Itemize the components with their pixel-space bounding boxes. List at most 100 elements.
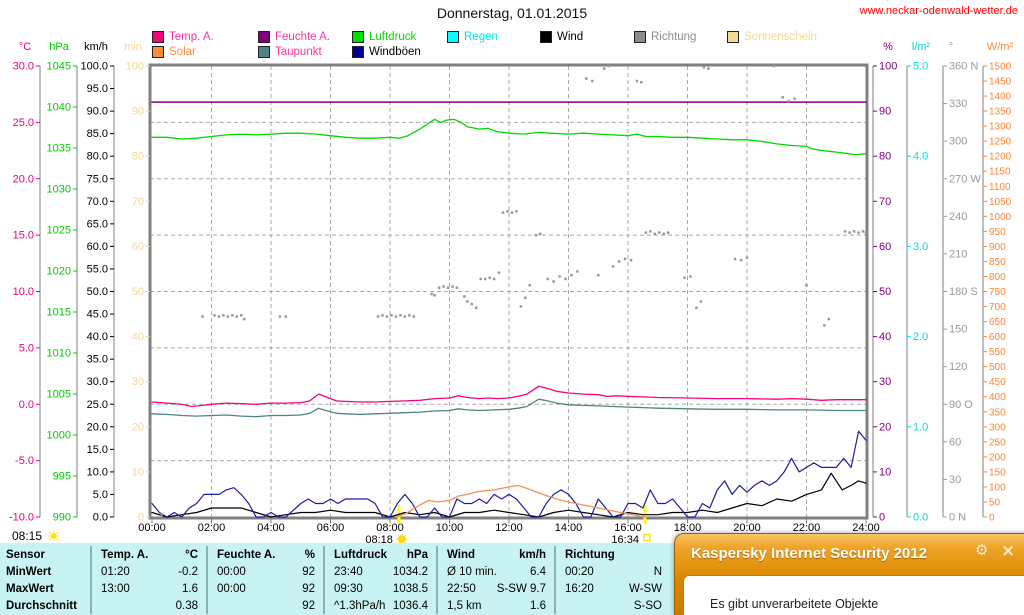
table-col-unit: °C xyxy=(185,548,198,561)
table-col-unit: hPa xyxy=(406,548,428,561)
series-point-richtung xyxy=(284,315,288,318)
series-point-richtung xyxy=(519,305,523,308)
axis-tick-label: 100 xyxy=(879,61,897,73)
table-cell-value: 6.4 xyxy=(530,565,546,578)
axis-tick-label: 40 xyxy=(879,331,891,343)
axis-tick-label: 0 xyxy=(989,513,995,524)
series-point-richtung xyxy=(466,300,469,303)
axis-tick-label: 1300 xyxy=(989,122,1012,133)
series-point-richtung xyxy=(475,306,478,310)
table-group-wind: 1,5 km 1.6 xyxy=(436,597,554,614)
series-point-richtung xyxy=(707,67,710,70)
axis-tick-label: 210 xyxy=(949,248,967,260)
series-point-richtung xyxy=(657,231,661,234)
table-col-header: Feuchte A. xyxy=(217,548,276,561)
axis-tick-label: 1400 xyxy=(989,92,1012,103)
axis-tick-label: 1005 xyxy=(47,389,71,401)
axis-tick-label: 45.0 xyxy=(87,309,108,321)
table-cell-value: 1.6 xyxy=(182,582,198,595)
series-point-richtung xyxy=(399,314,402,317)
table-row-label: MinWert xyxy=(6,565,52,578)
series-point-richtung xyxy=(506,210,509,213)
series-point-richtung xyxy=(617,260,621,263)
x-tick-label: 22:00 xyxy=(793,522,821,534)
table-row-label: MaxWert xyxy=(6,582,54,595)
series-point-richtung xyxy=(376,315,380,318)
axis-tick-label: 950 xyxy=(989,227,1006,238)
table-group-wind: Ø 10 min. 6.4 xyxy=(436,563,554,580)
current-time-text: 08:15 xyxy=(12,529,43,543)
axis-tick-label: 1000 xyxy=(989,212,1012,223)
axis-tick-label: 30 xyxy=(949,474,961,486)
axis-tick-label: 100 xyxy=(989,482,1006,493)
table-cell-value: 92 xyxy=(302,599,315,612)
axis-tick-label: 0 N xyxy=(949,512,966,524)
series-point-richtung xyxy=(564,277,567,281)
series-point-richtung xyxy=(483,277,487,281)
legend-label: Regen xyxy=(464,31,498,43)
legend-label: Windböen xyxy=(369,46,421,58)
gear-icon[interactable]: ⚙ xyxy=(975,541,989,559)
axis-tick-label: 90.0 xyxy=(87,106,108,118)
legend-item-wind: Wind xyxy=(540,31,583,43)
x-tick-label: 18:00 xyxy=(674,522,702,534)
axis-tick-label: 700 xyxy=(989,302,1006,313)
table-cell-value: 1038.5 xyxy=(392,582,428,595)
axis-tick-label: 15.0 xyxy=(87,444,108,456)
close-icon[interactable]: × xyxy=(1001,541,1016,561)
axis-tick-label: 0 xyxy=(879,512,885,524)
axis-tick-label: 70 xyxy=(132,196,144,208)
table-group-luftdruck: Luftdruck hPa xyxy=(323,546,436,563)
axis-tick-label: 900 xyxy=(989,242,1006,253)
sun-ray xyxy=(397,534,400,537)
series-line-solar xyxy=(395,484,647,518)
series-point-richtung xyxy=(689,275,692,278)
series-point-richtung xyxy=(629,258,633,262)
table-row: MinWert 01:20 -0.2 00:00 92 23:40 1034.2 Ø 10 m… xyxy=(0,563,678,580)
legend-swatch xyxy=(540,31,552,43)
table-cell-value: N xyxy=(653,565,662,578)
legend-item-richtung: Richtung xyxy=(634,31,696,43)
table-cell-time: 00:00 xyxy=(217,565,246,578)
table-col-header: Luftdruck xyxy=(334,548,388,561)
series-point-richtung xyxy=(552,280,555,283)
series-line-luftdruck xyxy=(151,118,867,156)
table-cell-time: 22:50 xyxy=(447,582,476,595)
axis-unit-: ° xyxy=(949,41,953,53)
table-group-wind: Wind km/h xyxy=(436,546,554,563)
series-point-richtung xyxy=(488,276,491,279)
page-title: Donnerstag, 01.01.2015 xyxy=(436,5,588,21)
axis-tick-label: 3.0 xyxy=(913,241,928,253)
axis-tick-label: 990 xyxy=(53,512,71,524)
table-cell-value: 92 xyxy=(302,582,315,595)
axis-unit-: % xyxy=(883,41,893,53)
sunset-label: 16:34 xyxy=(611,534,639,545)
axis-tick-label: 1025 xyxy=(47,225,71,237)
series-point-richtung xyxy=(699,300,703,303)
axis-unit-km-h: km/h xyxy=(84,41,108,53)
series-point-richtung xyxy=(602,67,606,70)
table-cell-value: S-SO xyxy=(633,599,662,612)
axis-tick-label: 85.0 xyxy=(87,128,108,140)
series-point-richtung xyxy=(442,285,445,288)
table-cell-value: 1.6 xyxy=(530,599,546,612)
axis-tick-label: 55.0 xyxy=(87,263,108,275)
website-link[interactable]: www.neckar-odenwald-wetter.de xyxy=(859,5,1018,17)
series-point-richtung xyxy=(492,277,496,281)
series-point-richtung xyxy=(446,286,450,289)
series-point-richtung xyxy=(611,265,615,268)
sun-ray xyxy=(397,541,400,544)
axis-tick-label: 300 xyxy=(989,422,1006,433)
x-tick-label: 16:00 xyxy=(614,522,642,534)
table-cell-value: 0.38 xyxy=(175,599,198,612)
axis-tick-label: 300 xyxy=(949,136,967,148)
axis-tick-label: 25.0 xyxy=(13,117,34,129)
axis-tick-label: 450 xyxy=(989,377,1006,388)
axis-tick-label: 25.0 xyxy=(87,399,108,411)
series-point-richtung xyxy=(852,230,856,233)
axis-tick-label: 35.0 xyxy=(87,354,108,366)
table-col-unit: % xyxy=(304,548,315,561)
axis-tick-label: 60 xyxy=(879,241,891,253)
axis-tick-label: 90 xyxy=(132,106,144,118)
axis-tick-label: 5.0 xyxy=(19,342,34,354)
